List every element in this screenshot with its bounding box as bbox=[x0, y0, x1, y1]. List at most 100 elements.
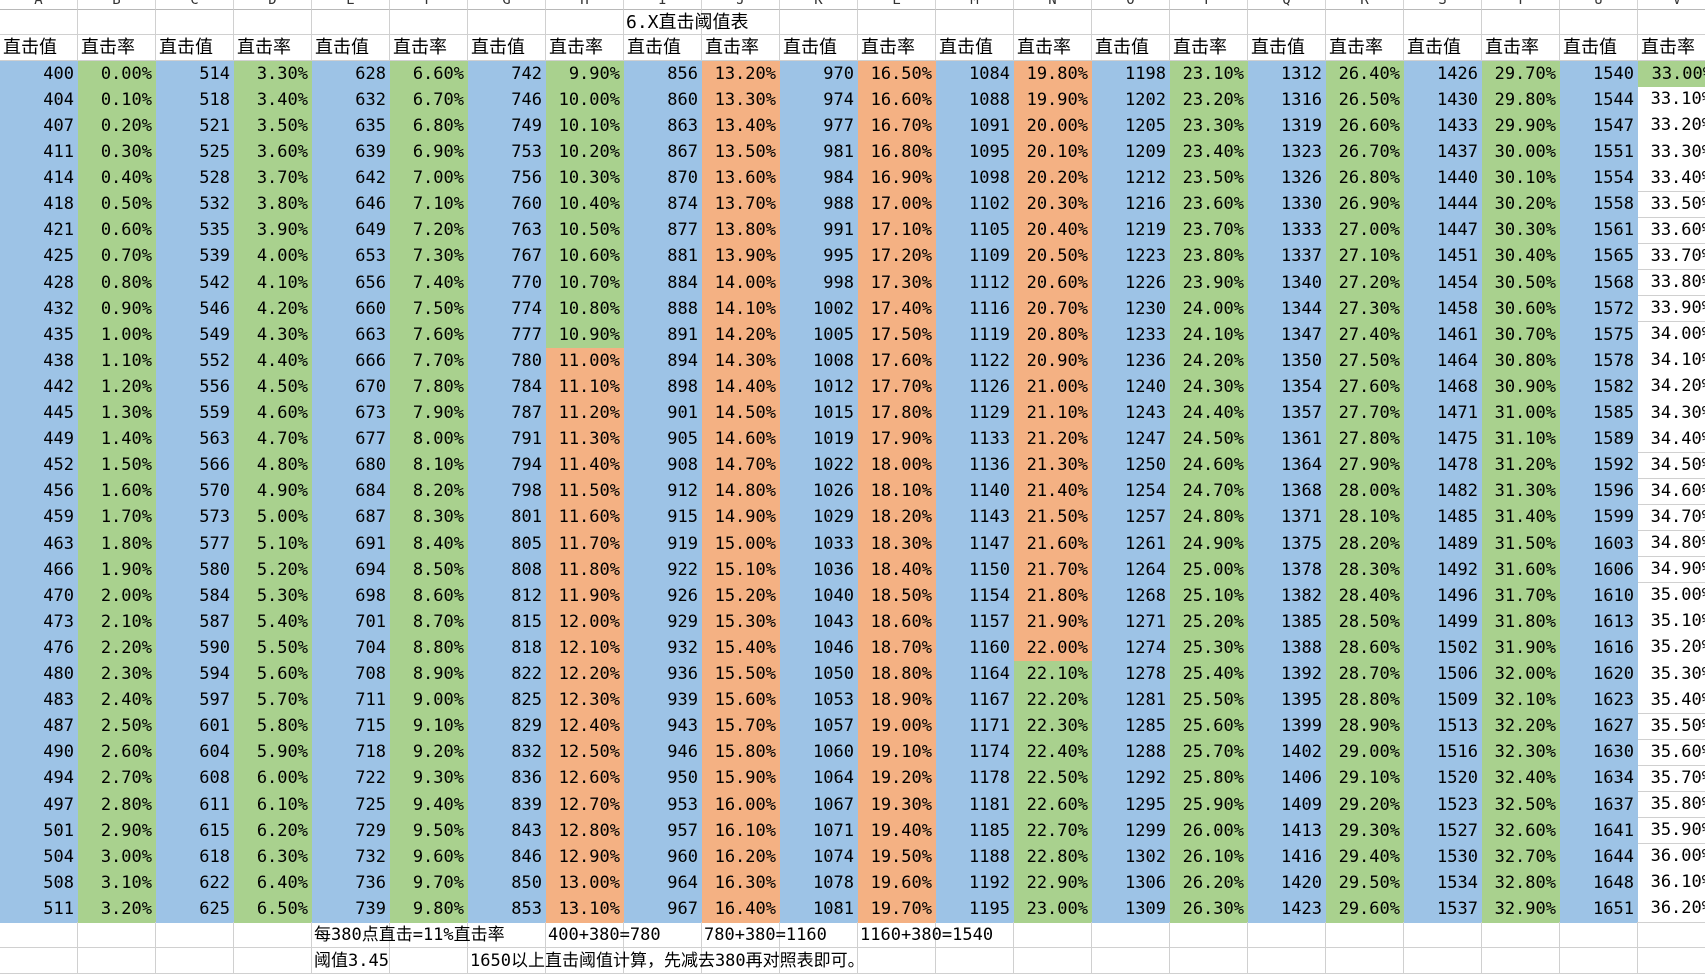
crit-value-cell[interactable]: 1468 bbox=[1404, 374, 1482, 401]
crit-rate-cell[interactable]: 9.80% bbox=[390, 896, 468, 923]
crit-value-cell[interactable]: 1122 bbox=[936, 348, 1014, 375]
crit-value-cell[interactable]: 1430 bbox=[1404, 87, 1482, 114]
crit-value-cell[interactable]: 1147 bbox=[936, 530, 1014, 558]
crit-rate-cell[interactable]: 34.00% bbox=[1638, 322, 1705, 349]
crit-rate-cell[interactable]: 36.10% bbox=[1638, 870, 1705, 897]
crit-value-cell[interactable]: 556 bbox=[156, 374, 234, 401]
crit-value-cell[interactable]: 867 bbox=[624, 139, 702, 166]
crit-value-cell[interactable]: 1388 bbox=[1248, 635, 1326, 662]
column-header[interactable]: E bbox=[312, 0, 390, 10]
crit-rate-cell[interactable]: 16.20% bbox=[702, 844, 780, 871]
crit-rate-cell[interactable]: 0.40% bbox=[78, 165, 156, 192]
crit-value-cell[interactable]: 508 bbox=[0, 870, 78, 897]
crit-value-cell[interactable]: 1309 bbox=[1092, 896, 1170, 923]
crit-rate-cell[interactable]: 28.80% bbox=[1326, 687, 1404, 714]
crit-rate-cell[interactable]: 13.70% bbox=[702, 191, 780, 219]
crit-value-cell[interactable]: 1026 bbox=[780, 478, 858, 506]
crit-rate-cell[interactable]: 15.50% bbox=[702, 661, 780, 688]
crit-rate-cell[interactable]: 5.90% bbox=[234, 739, 312, 767]
crit-value-cell[interactable]: 487 bbox=[0, 713, 78, 741]
crit-value-cell[interactable]: 1278 bbox=[1092, 661, 1170, 688]
crit-rate-cell[interactable]: 2.90% bbox=[78, 817, 156, 845]
crit-value-cell[interactable]: 1516 bbox=[1404, 739, 1482, 767]
crit-value-cell[interactable]: 1461 bbox=[1404, 322, 1482, 349]
grid-cell[interactable] bbox=[78, 922, 156, 949]
crit-rate-cell[interactable]: 19.40% bbox=[858, 817, 936, 845]
grid-cell[interactable] bbox=[1326, 948, 1404, 975]
crit-value-cell[interactable]: 1613 bbox=[1560, 609, 1638, 636]
crit-rate-cell[interactable]: 25.70% bbox=[1170, 739, 1248, 767]
crit-value-cell[interactable]: 400 bbox=[0, 61, 78, 88]
crit-rate-cell[interactable]: 30.50% bbox=[1482, 269, 1560, 297]
crit-value-cell[interactable]: 1592 bbox=[1560, 452, 1638, 480]
crit-rate-cell[interactable]: 26.70% bbox=[1326, 139, 1404, 166]
crit-rate-cell[interactable]: 10.00% bbox=[546, 87, 624, 114]
crit-rate-cell[interactable]: 4.00% bbox=[234, 243, 312, 271]
crit-value-cell[interactable]: 1274 bbox=[1092, 635, 1170, 662]
crit-value-cell[interactable]: 1195 bbox=[936, 896, 1014, 923]
crit-rate-cell[interactable]: 28.90% bbox=[1326, 713, 1404, 741]
crit-value-cell[interactable]: 698 bbox=[312, 583, 390, 610]
crit-rate-cell[interactable]: 8.20% bbox=[390, 478, 468, 506]
crit-rate-cell[interactable]: 35.50% bbox=[1638, 713, 1705, 741]
crit-rate-cell[interactable]: 34.30% bbox=[1638, 400, 1705, 427]
crit-rate-cell[interactable]: 29.10% bbox=[1326, 765, 1404, 793]
crit-value-cell[interactable]: 715 bbox=[312, 713, 390, 741]
crit-value-cell[interactable]: 1088 bbox=[936, 87, 1014, 114]
crit-rate-cell[interactable]: 10.30% bbox=[546, 165, 624, 192]
crit-value-cell[interactable]: 853 bbox=[468, 896, 546, 923]
crit-rate-cell[interactable]: 21.90% bbox=[1014, 609, 1092, 636]
crit-value-cell[interactable]: 618 bbox=[156, 844, 234, 871]
grid-cell[interactable] bbox=[234, 10, 312, 35]
crit-rate-cell[interactable]: 34.50% bbox=[1638, 452, 1705, 480]
crit-value-cell[interactable]: 791 bbox=[468, 426, 546, 453]
crit-rate-cell[interactable]: 1.10% bbox=[78, 348, 156, 375]
crit-value-cell[interactable]: 708 bbox=[312, 661, 390, 688]
crit-rate-cell[interactable]: 32.80% bbox=[1482, 870, 1560, 897]
crit-rate-cell[interactable]: 3.40% bbox=[234, 87, 312, 114]
crit-rate-cell[interactable]: 20.70% bbox=[1014, 295, 1092, 323]
crit-value-cell[interactable]: 1537 bbox=[1404, 896, 1482, 923]
crit-rate-cell[interactable]: 16.40% bbox=[702, 896, 780, 923]
crit-rate-cell[interactable]: 34.20% bbox=[1638, 374, 1705, 401]
crit-value-cell[interactable]: 1544 bbox=[1560, 87, 1638, 114]
crit-rate-cell[interactable]: 17.60% bbox=[858, 348, 936, 375]
crit-value-cell[interactable]: 1582 bbox=[1560, 374, 1638, 401]
crit-value-cell[interactable]: 815 bbox=[468, 609, 546, 636]
crit-value-cell[interactable]: 995 bbox=[780, 243, 858, 271]
crit-rate-cell[interactable]: 29.60% bbox=[1326, 896, 1404, 923]
crit-value-cell[interactable]: 1499 bbox=[1404, 609, 1482, 636]
grid-cell[interactable] bbox=[546, 948, 624, 975]
crit-rate-cell[interactable]: 0.30% bbox=[78, 139, 156, 166]
crit-value-cell[interactable]: 1129 bbox=[936, 400, 1014, 427]
column-header[interactable]: U bbox=[1560, 0, 1638, 10]
crit-value-cell[interactable]: 649 bbox=[312, 217, 390, 245]
crit-value-cell[interactable]: 1558 bbox=[1560, 191, 1638, 219]
crit-rate-cell[interactable]: 26.10% bbox=[1170, 844, 1248, 871]
crit-value-cell[interactable]: 1371 bbox=[1248, 504, 1326, 532]
crit-value-cell[interactable]: 528 bbox=[156, 165, 234, 192]
crit-value-cell[interactable]: 915 bbox=[624, 504, 702, 532]
crit-rate-cell[interactable]: 2.60% bbox=[78, 739, 156, 767]
crit-value-cell[interactable]: 988 bbox=[780, 191, 858, 219]
crit-rate-cell[interactable]: 31.20% bbox=[1482, 452, 1560, 480]
crit-rate-cell[interactable]: 3.60% bbox=[234, 139, 312, 166]
crit-rate-cell[interactable]: 4.60% bbox=[234, 400, 312, 427]
crit-rate-cell[interactable]: 32.30% bbox=[1482, 739, 1560, 767]
crit-rate-cell[interactable]: 24.00% bbox=[1170, 295, 1248, 323]
crit-value-cell[interactable]: 1496 bbox=[1404, 583, 1482, 610]
grid-cell[interactable] bbox=[858, 10, 936, 35]
crit-rate-cell[interactable]: 16.00% bbox=[702, 791, 780, 819]
crit-value-cell[interactable]: 1572 bbox=[1560, 295, 1638, 323]
crit-value-cell[interactable]: 1561 bbox=[1560, 217, 1638, 245]
grid-cell[interactable] bbox=[312, 922, 390, 949]
crit-value-cell[interactable]: 1627 bbox=[1560, 713, 1638, 741]
grid-cell[interactable] bbox=[1326, 10, 1404, 35]
crit-rate-cell[interactable]: 3.50% bbox=[234, 113, 312, 140]
crit-value-cell[interactable]: 1426 bbox=[1404, 61, 1482, 88]
crit-rate-cell[interactable]: 15.60% bbox=[702, 687, 780, 714]
crit-value-cell[interactable]: 894 bbox=[624, 348, 702, 375]
crit-rate-cell[interactable]: 31.00% bbox=[1482, 400, 1560, 427]
crit-value-cell[interactable]: 981 bbox=[780, 139, 858, 166]
crit-rate-cell[interactable]: 25.60% bbox=[1170, 713, 1248, 741]
